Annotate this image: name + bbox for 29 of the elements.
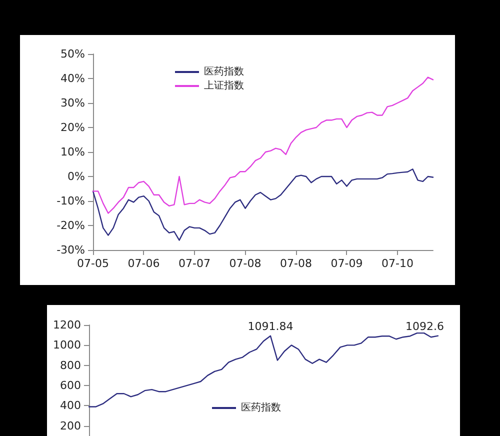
y-tick-label: 200 bbox=[60, 419, 81, 432]
y-tick-label: 30% bbox=[60, 96, 85, 110]
legend-label: 医药指数 bbox=[241, 402, 281, 414]
legend-label: 医药指数 bbox=[204, 66, 244, 78]
x-tick-label: 07-10 bbox=[381, 257, 414, 270]
y-tick-label: 50% bbox=[60, 48, 85, 60]
y-tick-label: 0% bbox=[68, 170, 85, 183]
y-tick-label: -10% bbox=[56, 194, 85, 208]
y-tick-label: 600 bbox=[60, 379, 81, 392]
legend-label: 上证指数 bbox=[204, 80, 244, 92]
y-tick-label: 1000 bbox=[53, 338, 81, 352]
y-tick-label: 10% bbox=[60, 146, 85, 158]
y-tick-label: -30% bbox=[56, 244, 85, 256]
y-tick-label: 40% bbox=[60, 72, 85, 85]
y-tick-label: 1200 bbox=[53, 318, 81, 332]
annotation: 1091.84 bbox=[248, 320, 294, 333]
x-tick-label: 07-06 bbox=[128, 257, 160, 270]
line-series bbox=[92, 168, 434, 241]
x-tick-label: 07-07 bbox=[178, 257, 210, 270]
y-tick-label: 20% bbox=[60, 121, 85, 134]
x-tick-label: 07-05 bbox=[77, 257, 109, 270]
x-tick-label: 07-09 bbox=[330, 257, 363, 270]
x-tick-label: 07-08 bbox=[280, 257, 312, 270]
x-tick-label: 07-08 bbox=[229, 257, 262, 270]
y-tick-label: 400 bbox=[60, 399, 81, 412]
y-tick-label: -20% bbox=[56, 219, 85, 232]
y-tick-label: 800 bbox=[60, 358, 81, 372]
annotation: 1092.6 bbox=[406, 320, 444, 333]
line-series bbox=[92, 76, 434, 214]
